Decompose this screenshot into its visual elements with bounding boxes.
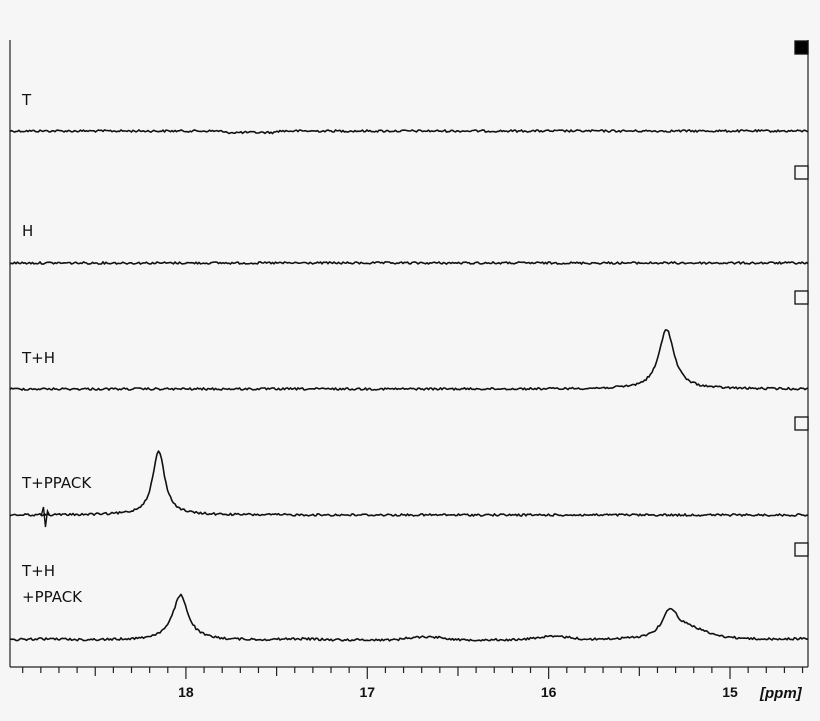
axes-frame	[9, 40, 809, 668]
spectrum-trace-3	[9, 329, 809, 391]
trace-label-4: T+PPACK	[21, 474, 92, 492]
x-tick-label: 15	[722, 684, 738, 700]
spectrum-trace-1	[9, 129, 809, 135]
trace-marker-1[interactable]	[794, 40, 809, 55]
x-tick-label: 16	[541, 684, 557, 700]
spectrum-trace-4	[9, 450, 809, 517]
spectrum-trace-2	[9, 261, 809, 265]
trace-markers	[794, 40, 809, 557]
spectra-traces	[9, 129, 809, 642]
trace-label-1: T	[21, 91, 32, 109]
x-tick-label: 17	[359, 684, 375, 700]
trace-label-5: T+H +PPACK	[21, 562, 83, 606]
x-tick-label: 18	[178, 684, 194, 700]
trace-labels: T H T+H T+PPACK T+H +PPACK	[21, 91, 92, 606]
trace-marker-5[interactable]	[794, 542, 809, 557]
trace-label-2: H	[22, 222, 33, 240]
spectrum-trace-5	[9, 593, 809, 642]
spectrum-artifact	[40, 506, 51, 528]
trace-label-3: T+H	[21, 349, 55, 367]
trace-marker-2[interactable]	[794, 165, 809, 180]
trace-marker-4[interactable]	[794, 416, 809, 431]
x-axis-ticks: 18 17 16 15	[22, 667, 804, 700]
x-axis-unit-label: [ppm]	[759, 685, 803, 702]
trace-marker-3[interactable]	[794, 290, 809, 305]
